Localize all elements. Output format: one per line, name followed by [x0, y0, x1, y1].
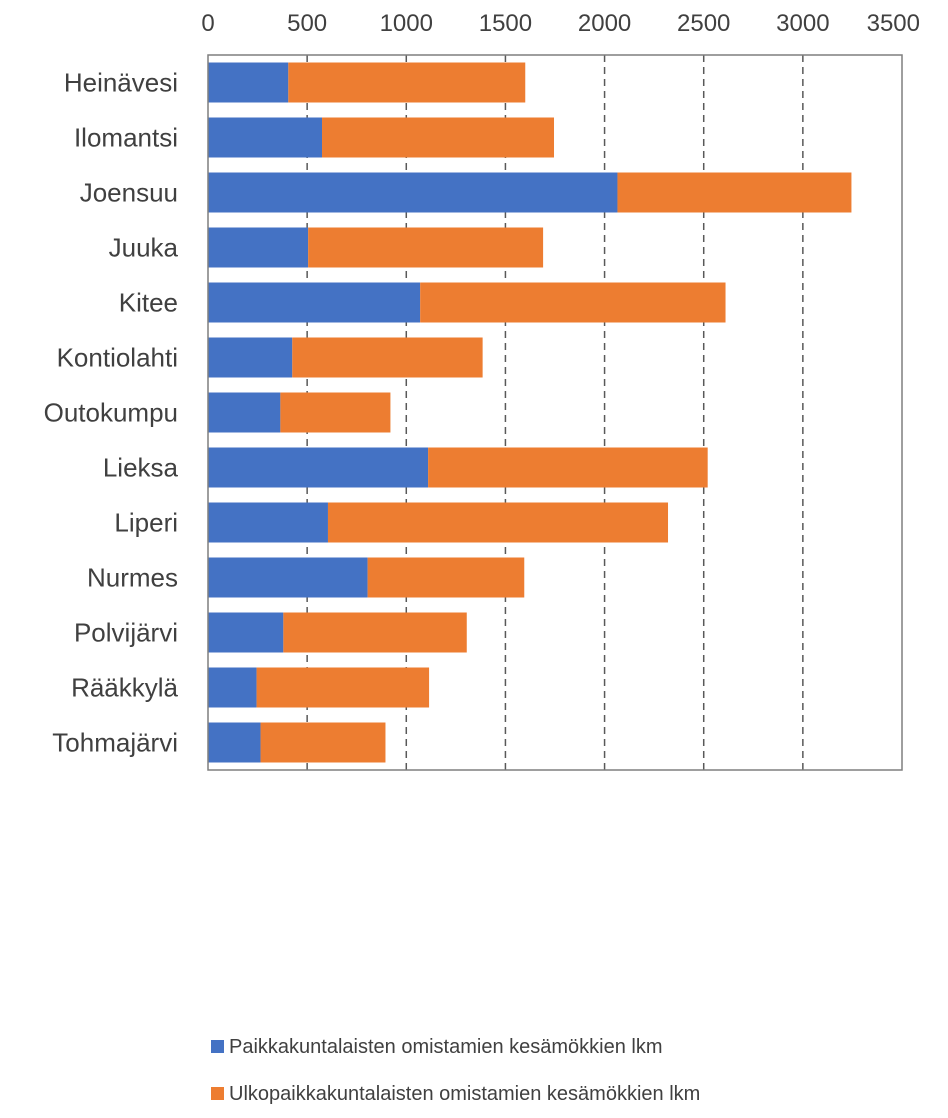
x-tick-label: 3000: [776, 10, 829, 37]
bar-nonlocal-8: [428, 447, 708, 488]
legend-swatch-1: [211, 1040, 224, 1053]
bar-local-12: [208, 667, 257, 708]
bar-nonlocal-6: [292, 337, 483, 378]
category-label: Ilomantsi: [74, 123, 178, 153]
category-label: Juuka: [109, 233, 179, 263]
plot-area-border: [207, 54, 903, 771]
bar-local-6: [208, 337, 293, 378]
x-tick-label: 2500: [677, 10, 730, 37]
bar-nonlocal-7: [280, 392, 391, 433]
category-label: Lieksa: [103, 453, 179, 483]
bar-local-11: [208, 612, 284, 653]
bar-local-9: [208, 502, 328, 543]
bar-nonlocal-4: [308, 227, 544, 268]
bars: [208, 62, 852, 763]
category-label: Outokumpu: [44, 398, 178, 428]
bar-local-13: [208, 722, 261, 763]
x-tick-label: 1000: [380, 10, 433, 37]
category-label: Nurmes: [87, 563, 178, 593]
bar-nonlocal-2: [322, 117, 555, 158]
x-tick-label: 1500: [479, 10, 532, 37]
bar-nonlocal-11: [283, 612, 467, 653]
x-axis-tick-labels: 0 500 1000 1500 2000 2500 3000 3500: [201, 10, 920, 37]
bar-local-8: [208, 447, 429, 488]
category-label: Liperi: [114, 508, 178, 538]
bar-nonlocal-10: [367, 557, 525, 598]
category-label: Kontiolahti: [57, 343, 178, 373]
category-label: Joensuu: [80, 178, 178, 208]
legend: Paikkakuntalaisten omistamien kesämökkie…: [211, 1036, 700, 1105]
y-axis-category-labels: Heinävesi Ilomantsi Joensuu Juuka Kitee Konti…: [44, 68, 179, 758]
category-label: Polvijärvi: [74, 618, 178, 648]
legend-label-2: Ulkopaikkakuntalaisten omistamien kesämö…: [229, 1083, 700, 1105]
plot-frame: [207, 54, 903, 771]
category-label: Heinävesi: [64, 68, 178, 98]
bar-local-2: [208, 117, 323, 158]
x-tick-label: 2000: [578, 10, 631, 37]
bar-nonlocal-3: [617, 172, 852, 213]
bar-nonlocal-9: [327, 502, 669, 543]
legend-swatch-2: [211, 1087, 224, 1100]
bar-local-4: [208, 227, 309, 268]
category-label: Rääkkylä: [71, 673, 178, 703]
bar-nonlocal-5: [420, 282, 726, 323]
bar-nonlocal-13: [260, 722, 386, 763]
bar-local-1: [208, 62, 289, 103]
bar-local-7: [208, 392, 281, 433]
bar-nonlocal-12: [256, 667, 430, 708]
x-tick-label: 3500: [867, 10, 920, 37]
category-label: Tohmajärvi: [52, 728, 178, 758]
legend-label-1: Paikkakuntalaisten omistamien kesämökkie…: [229, 1036, 663, 1058]
category-label: Kitee: [119, 288, 178, 318]
bar-local-3: [208, 172, 618, 213]
x-tick-label: 0: [201, 10, 214, 37]
x-tick-label: 500: [287, 10, 327, 37]
bar-local-5: [208, 282, 421, 323]
bar-local-10: [208, 557, 368, 598]
bar-nonlocal-1: [288, 62, 526, 103]
